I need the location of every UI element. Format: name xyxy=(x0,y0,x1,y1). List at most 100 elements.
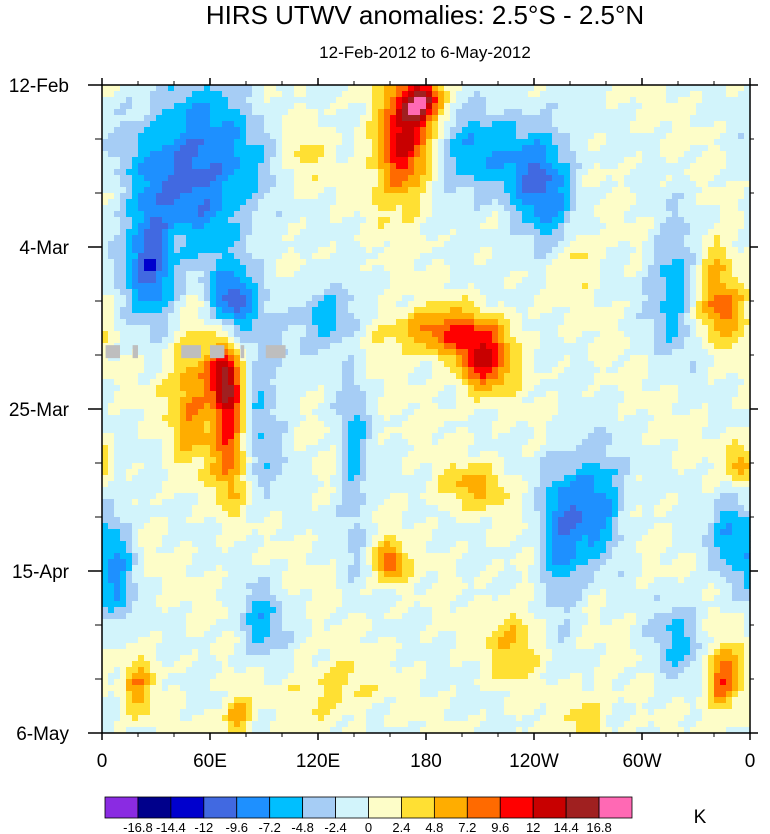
field-cell xyxy=(108,85,115,92)
field-cell xyxy=(198,181,205,188)
field-cell xyxy=(702,199,709,206)
field-cell xyxy=(270,145,277,152)
field-cell xyxy=(234,103,241,110)
field-cell xyxy=(738,85,745,92)
field-cell xyxy=(258,157,265,164)
field-cell xyxy=(324,175,331,182)
field-cell xyxy=(324,355,331,362)
field-cell xyxy=(174,241,181,248)
field-cell xyxy=(120,229,127,236)
field-cell xyxy=(444,259,451,266)
field-cell xyxy=(234,307,241,314)
field-cell xyxy=(126,271,133,278)
field-cell xyxy=(378,211,385,218)
field-cell xyxy=(264,223,271,230)
field-cell xyxy=(138,253,145,260)
field-cell xyxy=(672,187,679,194)
field-cell xyxy=(420,103,427,110)
field-cell xyxy=(306,139,313,146)
field-cell xyxy=(264,85,271,92)
field-cell xyxy=(474,205,481,212)
field-cell xyxy=(132,175,139,182)
field-cell xyxy=(150,235,157,242)
field-cell xyxy=(498,103,505,110)
field-cell xyxy=(492,349,499,356)
field-cell xyxy=(540,109,547,116)
field-cell xyxy=(372,151,379,158)
field-cell xyxy=(312,277,319,284)
field-cell xyxy=(690,193,697,200)
field-cell xyxy=(546,205,553,212)
field-cell xyxy=(456,169,463,176)
field-cell xyxy=(588,253,595,260)
field-cell xyxy=(126,175,133,182)
field-cell xyxy=(426,295,433,302)
field-cell xyxy=(438,199,445,206)
field-cell xyxy=(138,229,145,236)
field-cell xyxy=(276,241,283,248)
field-cell xyxy=(534,181,541,188)
field-cell xyxy=(102,361,109,368)
field-cell xyxy=(402,241,409,248)
field-cell xyxy=(624,181,631,188)
field-cell xyxy=(312,157,319,164)
field-cell xyxy=(468,199,475,206)
field-cell xyxy=(150,211,157,218)
field-cell xyxy=(270,277,277,284)
field-cell xyxy=(678,247,685,254)
field-cell xyxy=(612,139,619,146)
field-cell xyxy=(672,301,679,308)
field-cell xyxy=(312,139,319,146)
field-cell xyxy=(192,187,199,194)
field-cell xyxy=(150,139,157,146)
field-cell xyxy=(726,193,733,200)
field-cell xyxy=(474,217,481,224)
field-cell xyxy=(600,349,607,356)
field-cell xyxy=(522,91,529,98)
field-cell xyxy=(732,265,739,272)
field-cell xyxy=(486,241,493,248)
field-cell xyxy=(708,235,715,242)
field-cell xyxy=(498,205,505,212)
field-cell xyxy=(528,163,535,170)
field-cell xyxy=(390,139,397,146)
field-cell xyxy=(618,319,625,326)
field-cell xyxy=(510,169,517,176)
field-cell xyxy=(192,145,199,152)
field-cell xyxy=(228,187,235,194)
field-cell xyxy=(564,235,571,242)
field-cell xyxy=(618,181,625,188)
field-cell xyxy=(102,265,109,272)
field-cell xyxy=(744,97,751,104)
field-cell xyxy=(234,97,241,104)
field-cell xyxy=(480,229,487,236)
field-cell xyxy=(300,355,307,362)
field-cell xyxy=(222,103,229,110)
field-cell xyxy=(438,175,445,182)
field-cell xyxy=(198,241,205,248)
field-cell xyxy=(720,121,727,128)
field-cell xyxy=(624,115,631,122)
field-cell xyxy=(222,301,229,308)
field-cell xyxy=(570,355,577,362)
field-cell xyxy=(402,91,409,98)
field-cell xyxy=(126,151,133,158)
field-cell xyxy=(450,259,457,266)
field-cell xyxy=(672,319,679,326)
field-cell xyxy=(480,169,487,176)
field-cell xyxy=(102,289,109,296)
field-cell xyxy=(648,313,655,320)
field-cell xyxy=(162,97,169,104)
field-cell xyxy=(288,355,295,362)
field-cell xyxy=(402,223,409,230)
field-cell xyxy=(150,205,157,212)
field-cell xyxy=(600,199,607,206)
field-cell xyxy=(678,325,685,332)
field-cell xyxy=(546,211,553,218)
field-cell xyxy=(450,163,457,170)
field-cell xyxy=(606,235,613,242)
field-cell xyxy=(408,175,415,182)
field-cell xyxy=(366,163,373,170)
field-cell xyxy=(438,343,445,350)
field-cell xyxy=(552,205,559,212)
